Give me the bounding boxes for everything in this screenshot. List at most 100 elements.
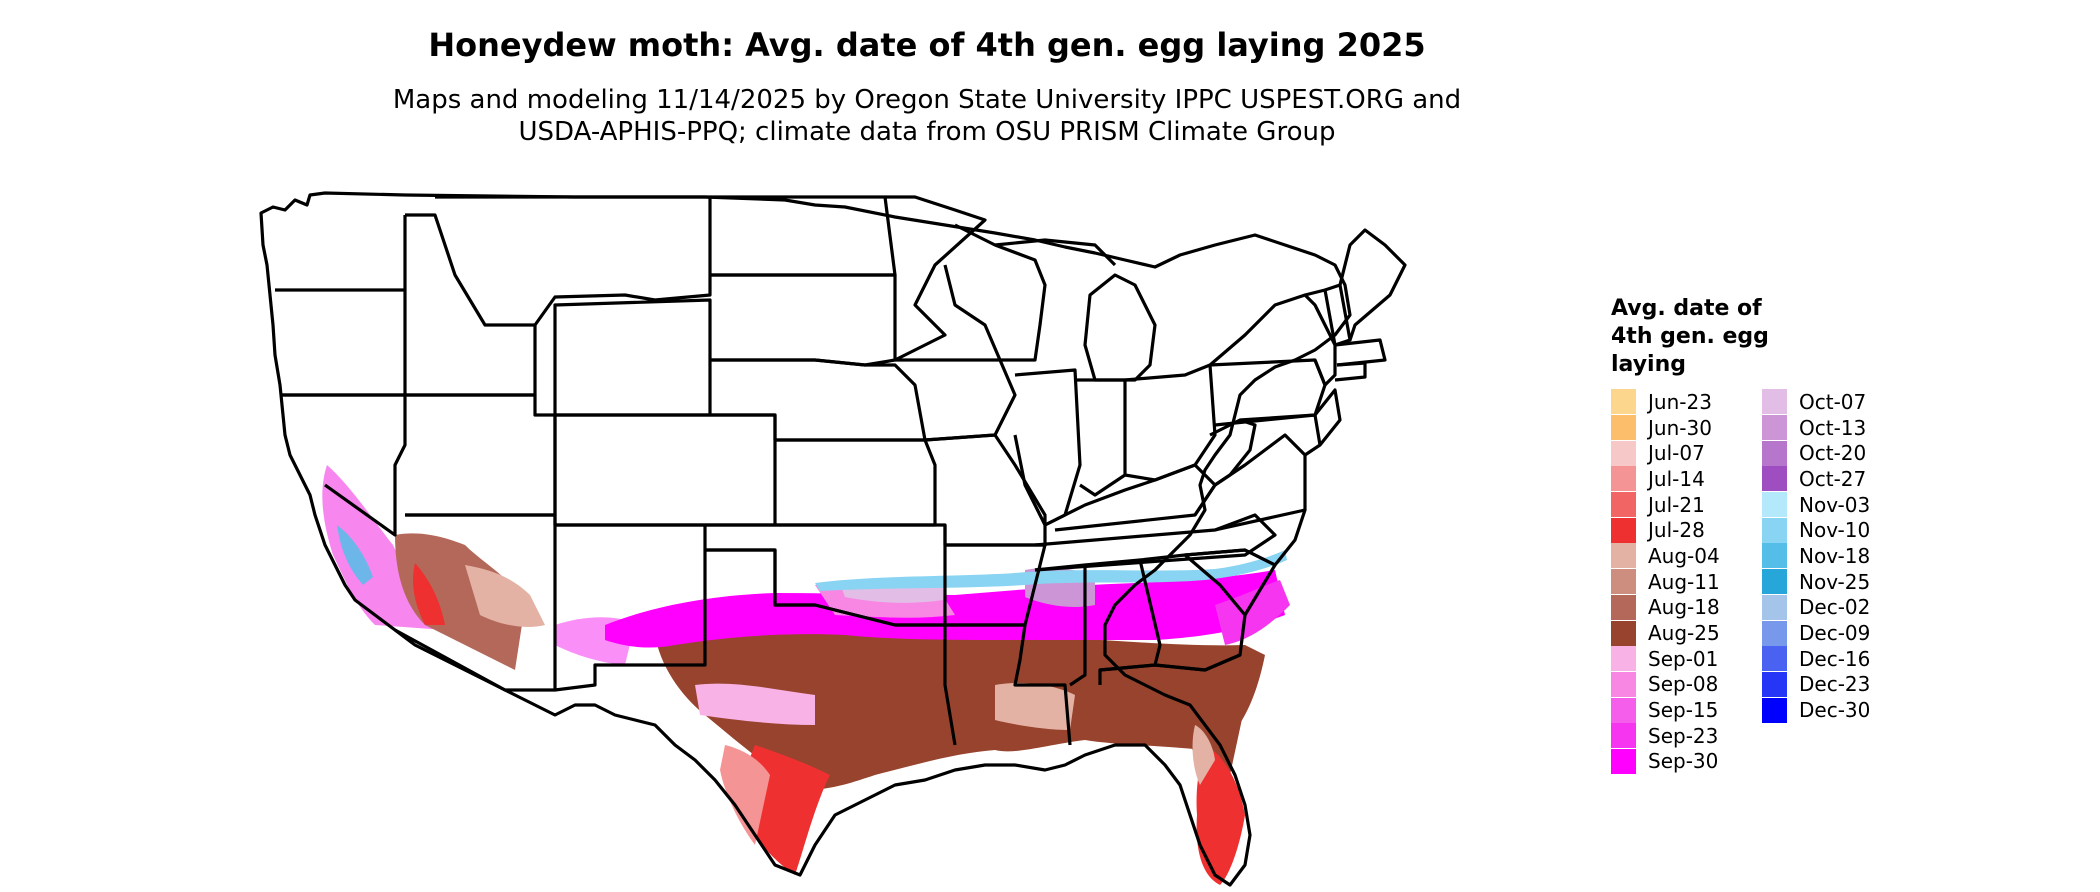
legend-swatch: [1611, 594, 1636, 620]
legend-label: Dec-09: [1799, 621, 1871, 646]
legend-columns: Jun-23 Jun-30 Jul-07 Jul-14 Jul-21 Jul-28 Aug-…: [1611, 389, 1941, 774]
legend-swatch: [1611, 466, 1636, 492]
legend-label: Aug-25: [1648, 621, 1720, 646]
legend-label: Sep-23: [1648, 723, 1719, 748]
massachusetts-border: [1334, 338, 1387, 367]
nebraska-border: [710, 358, 927, 442]
legend-item: Oct-13: [1762, 415, 1899, 441]
indiana-border: [1075, 378, 1127, 497]
legend-label: Dec-02: [1799, 595, 1871, 620]
utah-border: [405, 393, 557, 517]
legend-item: Nov-03: [1762, 492, 1899, 518]
michigan-border: [1083, 273, 1157, 382]
legend-swatch: [1762, 620, 1787, 646]
legend-item: Sep-30: [1611, 748, 1748, 775]
legend-label: Sep-30: [1648, 749, 1719, 774]
illinois-border: [1013, 368, 1082, 527]
legend-item: Jul-14: [1611, 466, 1748, 492]
legend-item: Oct-07: [1762, 389, 1899, 415]
legend-label: Jul-28: [1648, 518, 1705, 543]
legend-item: Dec-23: [1762, 671, 1899, 698]
legend-label: Nov-03: [1799, 492, 1871, 517]
zone-florida-red: [1196, 745, 1245, 885]
zone-arizona-pink: [465, 565, 545, 627]
legend-swatch: [1762, 466, 1787, 492]
legend-label: Sep-01: [1648, 646, 1719, 671]
north-carolina-border: [1184, 508, 1307, 567]
legend-item: Oct-27: [1762, 466, 1899, 492]
legend-label: Jun-23: [1648, 389, 1712, 414]
zone-texas-coast-pink: [720, 745, 770, 845]
legend-item: Aug-04: [1611, 543, 1748, 569]
maine-border: [1338, 228, 1407, 341]
legend-swatch: [1762, 517, 1787, 543]
legend-label: Aug-18: [1648, 595, 1720, 620]
wisconsin-border: [943, 223, 1047, 362]
legend-item: Nov-18: [1762, 543, 1899, 569]
legend-item: Jul-07: [1611, 440, 1748, 466]
legend-swatch: [1611, 748, 1636, 774]
legend-item: Dec-30: [1762, 697, 1899, 723]
legend-label: Dec-23: [1799, 672, 1871, 697]
legend-item: Jul-21: [1611, 492, 1748, 518]
legend-swatch: [1611, 415, 1636, 441]
legend-swatch: [1611, 543, 1636, 569]
legend-label: Jul-07: [1648, 441, 1705, 466]
new-york-border: [1208, 293, 1337, 387]
zone-texas-mid-pink: [695, 683, 815, 725]
alabama-border: [1084, 558, 1162, 685]
idaho-border: [405, 213, 537, 397]
legend-swatch: [1762, 492, 1787, 518]
legend-item: Aug-11: [1611, 569, 1748, 595]
legend-swatch: [1762, 697, 1787, 723]
michigan-upper-border: [994, 238, 1117, 267]
legend-label: Nov-18: [1799, 543, 1871, 568]
legend-swatch: [1611, 569, 1636, 595]
legend-item: Dec-02: [1762, 594, 1899, 621]
florida-border: [1099, 653, 1241, 672]
legend-label: Sep-15: [1648, 698, 1719, 723]
legend-label: Nov-25: [1799, 569, 1871, 594]
map-subtitle: Maps and modeling 11/14/2025 by Oregon S…: [0, 84, 1854, 148]
legend-item: Sep-23: [1611, 723, 1748, 749]
new-jersey-border: [1313, 388, 1342, 446]
legend-label: Aug-11: [1648, 569, 1720, 594]
wyoming-border: [553, 298, 712, 417]
texas-border: [705, 548, 957, 746]
legend-swatch: [1611, 723, 1636, 749]
legend-swatch: [1611, 671, 1636, 697]
legend-swatch: [1762, 415, 1787, 441]
legend-label: Oct-13: [1799, 415, 1867, 440]
legend-item: Jun-30: [1611, 415, 1748, 441]
legend-swatch: [1611, 646, 1636, 672]
legend-label: Sep-08: [1648, 672, 1719, 697]
us-map: [259, 191, 1407, 887]
legend-label: Jun-30: [1648, 415, 1712, 440]
maryland-border: [1239, 413, 1322, 457]
legend-label: Oct-27: [1799, 466, 1867, 491]
legend-label: Oct-07: [1799, 389, 1867, 414]
legend-swatch: [1611, 620, 1636, 646]
legend-label: Jul-14: [1648, 466, 1705, 491]
legend-label: Oct-20: [1799, 441, 1867, 466]
zone-arizona-red: [413, 563, 445, 625]
zone-florida-pink: [1192, 725, 1215, 785]
legend-item: Nov-25: [1762, 569, 1899, 595]
legend-item: Jun-23: [1611, 389, 1748, 415]
new-mexico-border: [554, 523, 707, 692]
zone-carolinas: [1215, 580, 1290, 645]
nevada-border: [280, 393, 407, 537]
legend-label: Jul-21: [1648, 492, 1705, 517]
legend-item: Dec-16: [1762, 646, 1899, 672]
zone-arizona-brown: [395, 533, 525, 670]
minnesota-border: [885, 195, 987, 362]
subtitle-line-1: Maps and modeling 11/14/2025 by Oregon S…: [392, 85, 1462, 115]
legend-swatch: [1611, 492, 1636, 518]
map-title: Honeydew moth: Avg. date of 4th gen. egg…: [428, 26, 1426, 64]
zone-la-ms-pink: [995, 683, 1075, 730]
legend-item: Sep-01: [1611, 646, 1748, 672]
iowa-border: [895, 358, 1017, 442]
louisiana-border: [945, 623, 1072, 746]
kansas-border: [775, 438, 937, 527]
legend-label: Dec-30: [1799, 698, 1871, 723]
